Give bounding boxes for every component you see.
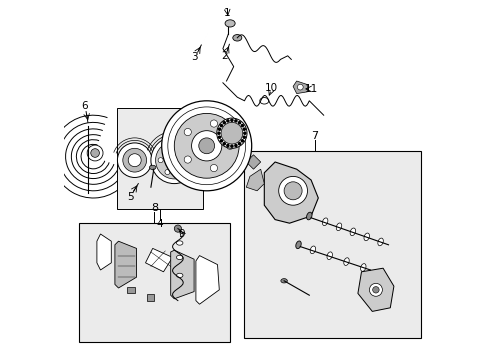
- Circle shape: [368, 283, 382, 296]
- Polygon shape: [97, 234, 111, 270]
- Ellipse shape: [259, 98, 268, 104]
- Polygon shape: [115, 241, 136, 288]
- Ellipse shape: [232, 35, 241, 41]
- Circle shape: [226, 142, 233, 149]
- Text: 4: 4: [156, 219, 163, 229]
- Bar: [127, 287, 134, 293]
- Circle shape: [158, 158, 163, 163]
- Circle shape: [164, 146, 170, 151]
- Ellipse shape: [176, 273, 183, 278]
- Circle shape: [174, 225, 181, 232]
- Text: 11: 11: [304, 84, 317, 94]
- Circle shape: [178, 170, 183, 175]
- Circle shape: [237, 121, 241, 125]
- Circle shape: [164, 170, 170, 175]
- Ellipse shape: [363, 233, 369, 241]
- Ellipse shape: [224, 20, 235, 27]
- Circle shape: [242, 127, 245, 131]
- Circle shape: [222, 121, 225, 125]
- Text: 3: 3: [191, 51, 198, 62]
- Ellipse shape: [295, 241, 301, 249]
- Circle shape: [230, 144, 233, 148]
- Circle shape: [240, 124, 244, 127]
- Circle shape: [174, 113, 239, 178]
- Circle shape: [184, 156, 191, 163]
- Circle shape: [217, 135, 221, 139]
- Circle shape: [237, 142, 241, 145]
- Polygon shape: [145, 248, 172, 272]
- Circle shape: [242, 135, 245, 139]
- Text: 9: 9: [178, 229, 184, 239]
- Polygon shape: [292, 81, 307, 94]
- Bar: [117, 108, 203, 209]
- Circle shape: [185, 158, 190, 163]
- Polygon shape: [357, 268, 393, 311]
- Polygon shape: [264, 162, 318, 223]
- Circle shape: [219, 124, 223, 127]
- Circle shape: [217, 131, 220, 135]
- Ellipse shape: [360, 264, 365, 271]
- Circle shape: [210, 165, 217, 172]
- Polygon shape: [246, 169, 264, 191]
- Circle shape: [151, 137, 197, 184]
- Circle shape: [225, 119, 229, 123]
- Circle shape: [216, 118, 246, 148]
- Circle shape: [234, 119, 237, 123]
- Circle shape: [210, 120, 217, 127]
- Circle shape: [128, 154, 141, 167]
- Ellipse shape: [176, 241, 183, 245]
- Circle shape: [87, 145, 103, 161]
- Circle shape: [297, 84, 303, 90]
- Bar: [244, 151, 420, 338]
- Ellipse shape: [176, 255, 183, 260]
- Circle shape: [184, 129, 191, 136]
- Circle shape: [284, 182, 302, 200]
- Text: 8: 8: [151, 203, 158, 213]
- Ellipse shape: [349, 228, 355, 236]
- Circle shape: [219, 139, 223, 143]
- Circle shape: [234, 144, 237, 147]
- Bar: [79, 223, 230, 342]
- Ellipse shape: [280, 279, 287, 283]
- Circle shape: [221, 122, 242, 144]
- Circle shape: [122, 148, 146, 172]
- Circle shape: [162, 101, 251, 191]
- Circle shape: [167, 107, 245, 185]
- Circle shape: [191, 131, 222, 161]
- Polygon shape: [196, 256, 219, 304]
- Circle shape: [199, 138, 214, 154]
- Text: 7: 7: [310, 131, 318, 141]
- Circle shape: [165, 151, 183, 169]
- Ellipse shape: [149, 165, 156, 170]
- Ellipse shape: [377, 238, 383, 246]
- Circle shape: [117, 143, 152, 177]
- Polygon shape: [170, 250, 194, 299]
- Text: 1: 1: [224, 8, 230, 18]
- Polygon shape: [246, 155, 260, 169]
- Circle shape: [243, 131, 246, 135]
- Text: 2: 2: [221, 51, 227, 61]
- Text: 6: 6: [81, 101, 87, 111]
- Circle shape: [155, 141, 193, 179]
- Bar: [147, 294, 154, 301]
- Circle shape: [278, 176, 307, 205]
- Text: 5: 5: [126, 192, 133, 202]
- Ellipse shape: [326, 252, 332, 260]
- Ellipse shape: [336, 223, 341, 231]
- Circle shape: [230, 118, 233, 122]
- Circle shape: [217, 127, 221, 131]
- Ellipse shape: [343, 258, 348, 265]
- Circle shape: [91, 149, 99, 157]
- Ellipse shape: [309, 246, 315, 254]
- Text: 10: 10: [264, 83, 278, 93]
- Circle shape: [372, 287, 378, 293]
- Circle shape: [225, 144, 229, 147]
- Ellipse shape: [306, 212, 311, 220]
- Circle shape: [240, 139, 244, 143]
- Circle shape: [178, 146, 183, 151]
- Circle shape: [222, 142, 225, 145]
- Ellipse shape: [322, 218, 327, 226]
